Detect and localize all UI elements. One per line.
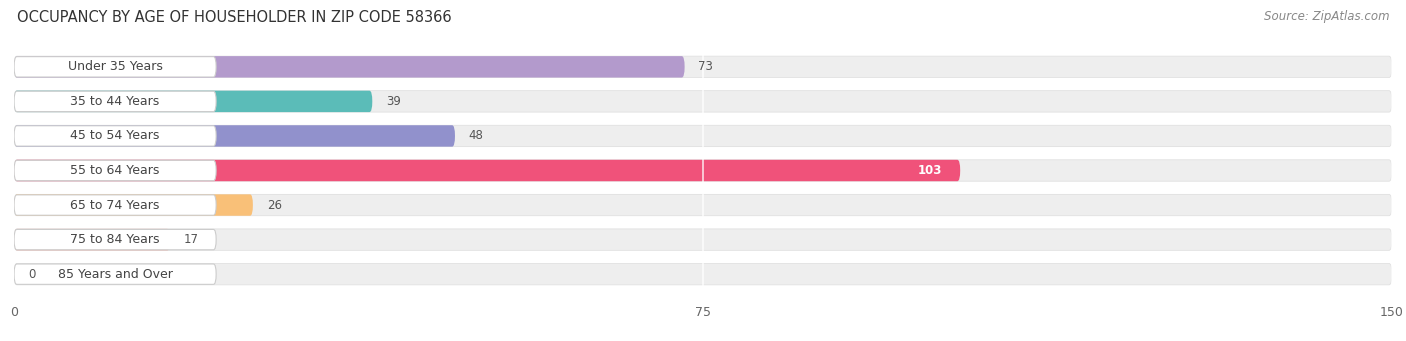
FancyBboxPatch shape — [14, 195, 217, 215]
Text: Under 35 Years: Under 35 Years — [67, 60, 163, 73]
Text: 26: 26 — [267, 198, 281, 211]
FancyBboxPatch shape — [14, 56, 1392, 77]
FancyBboxPatch shape — [14, 57, 217, 77]
FancyBboxPatch shape — [14, 160, 217, 181]
FancyBboxPatch shape — [14, 229, 170, 250]
Text: 75 to 84 Years: 75 to 84 Years — [70, 233, 160, 246]
FancyBboxPatch shape — [14, 229, 1392, 250]
Text: 85 Years and Over: 85 Years and Over — [58, 268, 173, 281]
Text: OCCUPANCY BY AGE OF HOUSEHOLDER IN ZIP CODE 58366: OCCUPANCY BY AGE OF HOUSEHOLDER IN ZIP C… — [17, 10, 451, 25]
FancyBboxPatch shape — [14, 194, 253, 216]
FancyBboxPatch shape — [14, 56, 685, 77]
Text: 0: 0 — [28, 268, 35, 281]
FancyBboxPatch shape — [14, 229, 217, 250]
Text: 103: 103 — [918, 164, 942, 177]
FancyBboxPatch shape — [14, 126, 217, 146]
FancyBboxPatch shape — [14, 125, 1392, 147]
Text: 35 to 44 Years: 35 to 44 Years — [70, 95, 160, 108]
Text: 73: 73 — [699, 60, 713, 73]
FancyBboxPatch shape — [14, 264, 217, 284]
FancyBboxPatch shape — [14, 91, 373, 112]
Text: Source: ZipAtlas.com: Source: ZipAtlas.com — [1264, 10, 1389, 23]
Text: 17: 17 — [184, 233, 200, 246]
FancyBboxPatch shape — [14, 91, 1392, 112]
FancyBboxPatch shape — [14, 160, 1392, 181]
FancyBboxPatch shape — [14, 125, 456, 147]
FancyBboxPatch shape — [14, 264, 1392, 285]
Text: 39: 39 — [387, 95, 401, 108]
Text: 65 to 74 Years: 65 to 74 Years — [70, 198, 160, 211]
FancyBboxPatch shape — [14, 160, 960, 181]
FancyBboxPatch shape — [14, 194, 1392, 216]
Text: 55 to 64 Years: 55 to 64 Years — [70, 164, 160, 177]
Text: 45 to 54 Years: 45 to 54 Years — [70, 130, 160, 143]
Text: 48: 48 — [468, 130, 484, 143]
FancyBboxPatch shape — [14, 91, 217, 112]
